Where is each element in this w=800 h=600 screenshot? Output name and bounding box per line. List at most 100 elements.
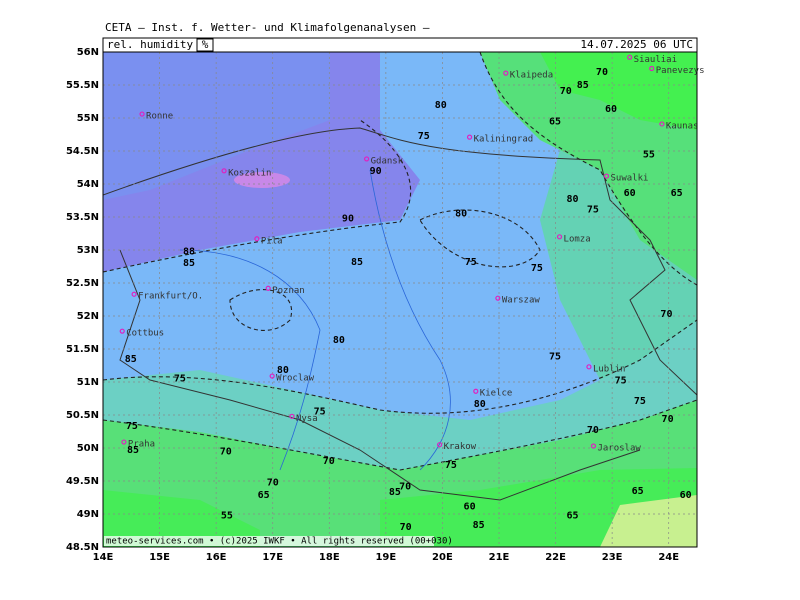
contour-label: 70 <box>399 481 411 492</box>
city-label: Kielce <box>480 389 513 399</box>
city-label: Lublin <box>593 364 626 374</box>
contour-label: 75 <box>418 131 430 142</box>
contour-label: 75 <box>445 460 457 471</box>
city-marker <box>254 236 260 242</box>
x-tick-label: 17E <box>262 552 283 563</box>
contour-label: 75 <box>634 396 646 407</box>
y-tick-label: 55N <box>77 113 99 124</box>
contour-line <box>103 399 697 471</box>
contour-label: 75 <box>465 257 477 268</box>
country-border <box>103 127 697 396</box>
contour-label: 70 <box>323 456 335 467</box>
y-tick-label: 56N <box>77 47 99 58</box>
city-marker <box>556 234 563 240</box>
contour-line <box>479 52 697 286</box>
city-label: Krakow <box>444 442 477 452</box>
contour-label: 85 <box>351 257 363 268</box>
river <box>179 249 321 471</box>
x-tick-label: 14E <box>93 552 114 563</box>
contour-label: 70 <box>400 522 412 533</box>
contour-label: 85 <box>125 354 137 365</box>
contour-line <box>103 119 412 273</box>
city-marker <box>364 156 370 162</box>
title: CETA – Inst. f. Wetter- und Klimafolgena… <box>105 21 430 34</box>
contour-label: 70 <box>267 477 279 488</box>
city-label: Siauliai <box>634 55 677 65</box>
contour-label: 85 <box>473 520 485 531</box>
y-tick-label: 55.5N <box>66 80 99 91</box>
city-marker <box>437 442 443 448</box>
contour-label: 75 <box>126 421 138 432</box>
contour-label: 60 <box>605 104 617 115</box>
city-label: Lomza <box>564 234 591 244</box>
contour-label: 85 <box>127 445 139 456</box>
y-tick-label: 52N <box>77 311 99 322</box>
x-tick-label: 21E <box>489 552 510 563</box>
x-tick-label: 19E <box>375 552 396 563</box>
city-label: Kaunas <box>666 121 699 131</box>
contour-label: 55 <box>221 510 233 521</box>
city-label: Pila <box>261 236 283 246</box>
city-label: Suwalki <box>610 174 648 184</box>
x-tick-label: 15E <box>149 552 170 563</box>
contour-label: 80 <box>277 365 289 376</box>
y-tick-label: 49N <box>77 509 99 520</box>
city-marker <box>603 173 610 179</box>
x-tick-label: 20E <box>432 552 453 563</box>
units-box <box>196 38 214 52</box>
contour-label: 65 <box>632 486 644 497</box>
city-label: Gdansk <box>371 156 404 166</box>
labels: 14E 15E 16E 17E 18E 19E 20E 21E 22E 23E 24E 56N 55.5… <box>66 47 705 563</box>
contour-label: 70 <box>660 309 672 320</box>
contour-label: 55 <box>643 149 655 160</box>
contour-label: 60 <box>464 502 476 513</box>
footer: meteo-services.com • (c)2025 IWKF • All … <box>106 537 453 547</box>
city-label: Jaroslaw <box>597 444 641 454</box>
city-label: Nysa <box>296 414 318 424</box>
contour-label: 75 <box>531 263 543 274</box>
contour-label: 70 <box>587 425 599 436</box>
x-tick-label: 18E <box>319 552 340 563</box>
y-tick-label: 48.5N <box>66 542 99 553</box>
contour-label: 65 <box>258 490 270 501</box>
contour-label: 65 <box>671 188 683 199</box>
contour-label: 60 <box>680 490 692 501</box>
contour-label: 80 <box>567 194 579 205</box>
city-marker <box>627 54 633 60</box>
city-marker <box>221 168 227 174</box>
southwest-bright <box>103 490 260 547</box>
y-tick-label: 50N <box>77 443 99 454</box>
city-label: Wroclaw <box>276 374 315 384</box>
contour-label: 75 <box>549 351 561 362</box>
contour-label: 80 <box>435 100 447 111</box>
city-marker <box>590 443 597 449</box>
city-marker <box>649 65 655 72</box>
city-marker <box>139 111 145 117</box>
valid-time: 14.07.2025 06 UTC <box>580 38 693 51</box>
contour-label: 75 <box>174 374 186 385</box>
footer-bg <box>104 536 434 546</box>
city-label: Panevezys <box>656 66 705 76</box>
contour-label: 70 <box>560 86 572 97</box>
city-label: Praha <box>128 440 155 450</box>
y-tick-label: 49.5N <box>66 476 99 487</box>
y-tick-label: 54.5N <box>66 146 99 157</box>
city-marker <box>503 70 509 76</box>
contour-label: 70 <box>662 414 674 425</box>
contour-label: 85 <box>577 80 589 91</box>
contour-label: 80 <box>455 209 467 220</box>
city-label: Ronne <box>146 112 173 122</box>
units: % <box>202 38 209 51</box>
city-label: Warszaw <box>502 296 541 306</box>
contour-label: 75 <box>615 376 627 387</box>
header-bar <box>102 37 698 53</box>
yellow-spot <box>600 495 697 547</box>
x-tick-label: 22E <box>545 552 566 563</box>
contour-label: 65 <box>567 510 579 521</box>
city-marker <box>121 439 127 445</box>
y-tick-label: 53.5N <box>66 212 99 223</box>
contour-line <box>229 289 293 331</box>
contour-label: 60 <box>624 188 636 199</box>
contour-label: 70 <box>220 446 232 457</box>
